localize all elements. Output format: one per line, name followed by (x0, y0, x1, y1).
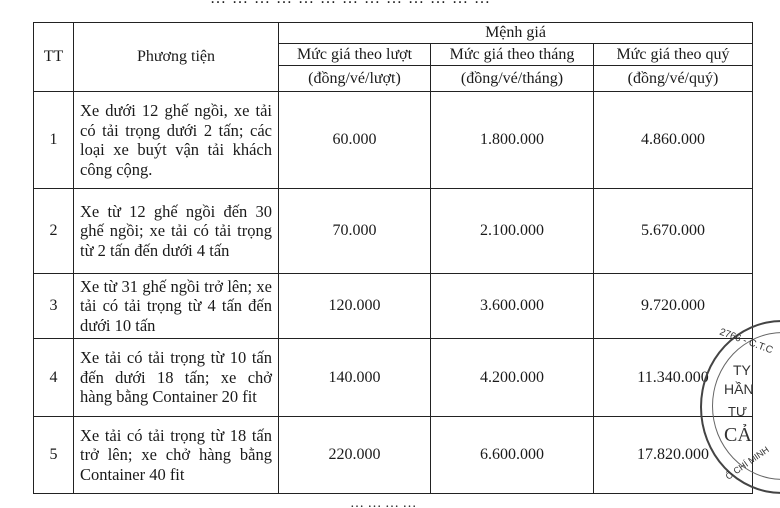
table-row: 1 Xe dưới 12 ghế ngồi, xe tải có tải trọ… (33, 91, 753, 189)
header-tt: TT (33, 22, 74, 92)
row-tt: 4 (33, 338, 74, 417)
row-tt: 5 (33, 416, 74, 494)
table-row: 3 Xe từ 31 ghế ngồi trở lên; xe tải có t… (33, 273, 753, 339)
row-tt: 1 (33, 91, 74, 189)
row-luot: 220.000 (278, 416, 431, 494)
row-luot: 70.000 (278, 188, 431, 274)
row-thang: 2.100.000 (430, 188, 594, 274)
row-thang: 3.600.000 (430, 273, 594, 339)
header-vehicle: Phương tiện (73, 22, 279, 92)
row-luot: 60.000 (278, 91, 431, 189)
row-quy: 5.670.000 (593, 188, 753, 274)
row-thang: 6.600.000 (430, 416, 594, 494)
header-thang: Mức giá theo tháng (430, 43, 594, 66)
row-tt: 3 (33, 273, 74, 339)
row-vehicle: Xe dưới 12 ghế ngồi, xe tải có tải trọng… (73, 91, 279, 189)
row-tt: 2 (33, 188, 74, 274)
row-luot: 120.000 (278, 273, 431, 339)
row-thang: 4.200.000 (430, 338, 594, 417)
header-group: Mệnh giá (278, 22, 753, 44)
unit-thang: (đồng/vé/tháng) (430, 65, 594, 92)
header-quy: Mức giá theo quý (593, 43, 753, 66)
table-row: 4 Xe tải có tải trọng từ 10 tấn đến dưới… (33, 338, 753, 417)
row-luot: 140.000 (278, 338, 431, 417)
unit-luot: (đồng/vé/lượt) (278, 65, 431, 92)
row-thang: 1.800.000 (430, 91, 594, 189)
row-vehicle: Xe từ 12 ghế ngồi đến 30 ghế ngồi; xe tả… (73, 188, 279, 274)
stamp-text: CẢ (724, 424, 752, 446)
price-table: TT Phương tiện Mệnh giá Mức giá theo lượ… (33, 22, 753, 494)
cropped-heading: … … … … … … … … … … … … … (0, 0, 780, 4)
row-quy: 4.860.000 (593, 91, 753, 189)
row-vehicle: Xe từ 31 ghế ngồi trở lên; xe tải có tải… (73, 273, 279, 339)
unit-quy: (đồng/vé/quý) (593, 65, 753, 92)
row-vehicle: Xe tải có tải trọng từ 18 tấn trở lên; x… (73, 416, 279, 494)
header-luot: Mức giá theo lượt (278, 43, 431, 66)
table-row: 2 Xe từ 12 ghế ngồi đến 30 ghế ngồi; xe … (33, 188, 753, 274)
stamp-text: TƯ (728, 404, 748, 419)
row-quy: 9.720.000 (593, 273, 753, 339)
row-vehicle: Xe tải có tải trọng từ 10 tấn đến dưới 1… (73, 338, 279, 417)
cropped-footer: … … … … (350, 500, 417, 508)
stamp-text: TY (733, 362, 751, 378)
table-row: 5 Xe tải có tải trọng từ 18 tấn trở lên;… (33, 416, 753, 494)
stamp-text: HẦN (724, 381, 754, 397)
